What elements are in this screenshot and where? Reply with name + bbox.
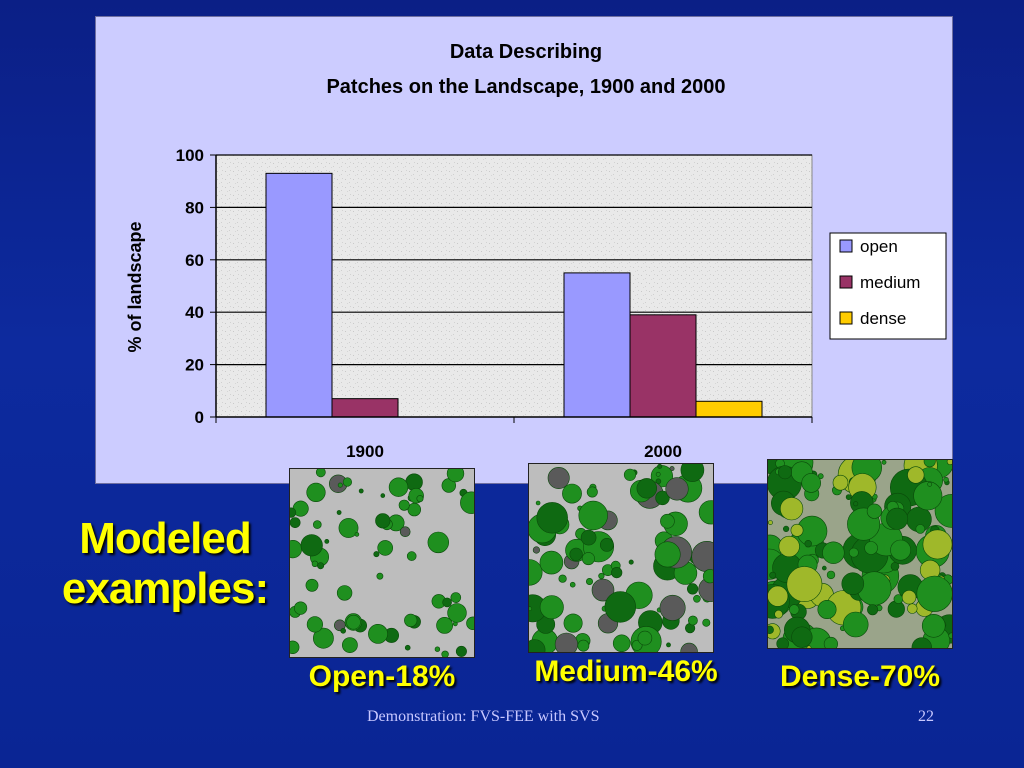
- y-tick-label: 60: [185, 251, 204, 270]
- tree-canopy-illustration: [768, 460, 952, 648]
- medium-example-image: [528, 463, 714, 653]
- open-example-image: [289, 468, 475, 658]
- bar-dense-2000: [695, 400, 763, 418]
- bar-open-2000: [563, 272, 631, 418]
- y-tick-label: 40: [185, 303, 204, 322]
- legend-label-dense: dense: [860, 309, 906, 328]
- tree-canopy-illustration: [290, 469, 474, 657]
- x-tick-label-1900: 1900: [346, 442, 384, 461]
- slide-heading-line-2: examples:: [61, 564, 269, 613]
- y-tick-label: 100: [176, 146, 204, 165]
- bars: [265, 172, 763, 418]
- dense-example-image: [767, 459, 953, 649]
- x-tick-label-2000: 2000: [644, 442, 682, 461]
- legend-swatch-open: [839, 239, 853, 253]
- legend-swatch-medium: [839, 275, 853, 289]
- legend-label-open: open: [860, 237, 898, 256]
- y-tick-label: 20: [185, 356, 204, 375]
- tree-canopy-illustration: [529, 464, 713, 652]
- legend: open medium dense: [829, 232, 947, 340]
- chart-title-line-2: Patches on the Landscape, 1900 and 2000: [326, 76, 725, 98]
- bar-medium-2000: [629, 314, 697, 418]
- legend-swatch-dense: [839, 311, 853, 325]
- y-tick-label: 0: [195, 408, 204, 427]
- slide-heading: Modeled examples:: [40, 514, 290, 614]
- medium-caption: Medium-46%: [534, 655, 718, 688]
- bar-medium-1900: [331, 398, 399, 418]
- y-tick-label: 80: [185, 198, 204, 217]
- bar-open-1900: [265, 172, 333, 418]
- chart-title-line-1: Data Describing: [450, 41, 602, 63]
- x-axis-ticks: 1900 2000: [215, 417, 813, 461]
- bar-chart: Data Describing Patches on the Landscape…: [125, 41, 947, 461]
- chart-panel: Data Describing Patches on the Landscape…: [95, 16, 953, 484]
- open-caption: Open-18%: [308, 660, 456, 693]
- slide-number: 22: [918, 708, 934, 725]
- legend-label-medium: medium: [860, 273, 920, 292]
- slide-heading-line-1: Modeled: [79, 514, 251, 563]
- slide-footer: Demonstration: FVS-FEE with SVS: [367, 708, 600, 725]
- y-axis-title: % of landscape: [125, 221, 145, 352]
- dense-caption: Dense-70%: [779, 660, 941, 693]
